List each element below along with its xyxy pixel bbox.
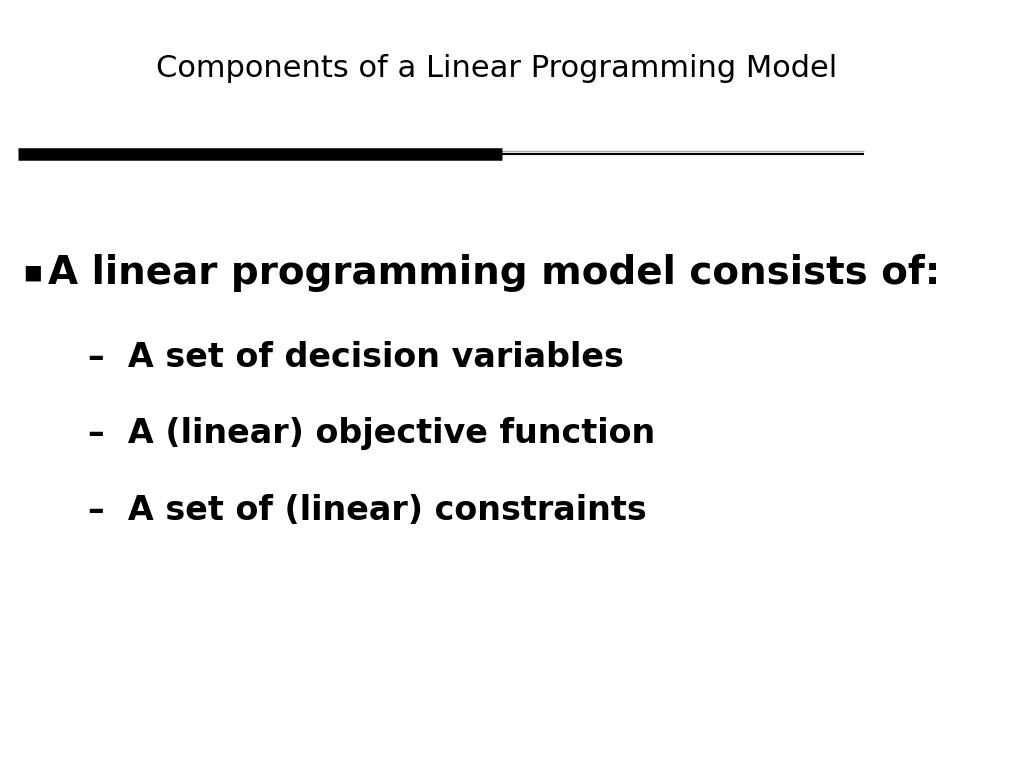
Text: –  A (linear) objective function: – A (linear) objective function [88,418,655,450]
Text: –  A set of decision variables: – A set of decision variables [88,341,624,373]
Text: ▪: ▪ [23,258,43,287]
Text: –  A set of (linear) constraints: – A set of (linear) constraints [88,495,647,527]
Text: A linear programming model consists of:: A linear programming model consists of: [48,253,941,292]
Text: Components of a Linear Programming Model: Components of a Linear Programming Model [157,54,838,83]
